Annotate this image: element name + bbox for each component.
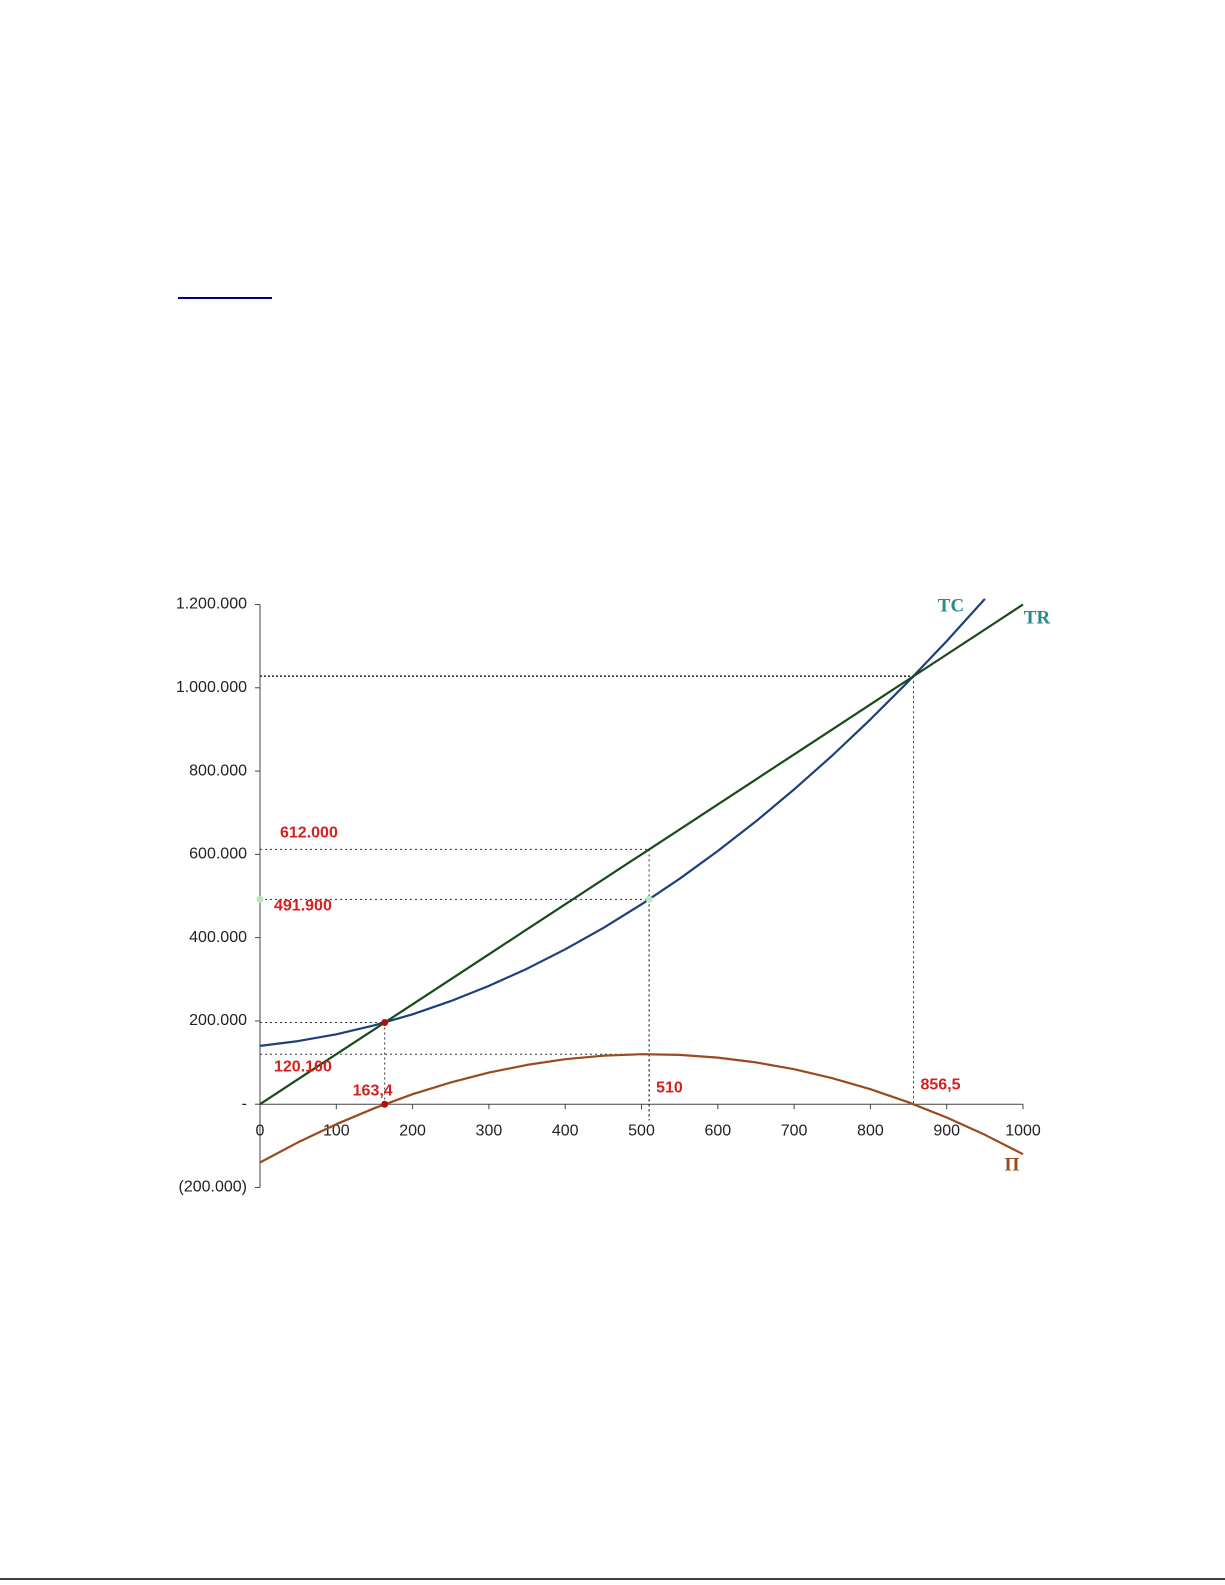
y-tick-label: (200.000) xyxy=(179,1179,248,1196)
y-tick-label: 600.000 xyxy=(189,846,247,863)
y-tick-label: 200.000 xyxy=(189,1012,247,1029)
x-tick-label: 900 xyxy=(933,1122,960,1139)
x-tick-label: 0 xyxy=(256,1122,265,1139)
plot-area xyxy=(259,598,1024,1164)
annotation-label: 120.100 xyxy=(274,1058,332,1075)
y-tick-label: 800.000 xyxy=(189,762,247,779)
annotation-label: 612.000 xyxy=(280,825,338,842)
point-marker xyxy=(381,1019,389,1027)
x-tick-label: 800 xyxy=(857,1122,884,1139)
x-tick-label: 1000 xyxy=(1005,1122,1041,1139)
point-marker xyxy=(256,895,264,903)
y-tick-label: - xyxy=(242,1095,247,1112)
series-line xyxy=(259,598,986,1047)
series-label: Π xyxy=(1005,1154,1020,1175)
series-label: TR xyxy=(1024,607,1051,628)
x-tick-label: 300 xyxy=(476,1122,503,1139)
x-tick-label: 200 xyxy=(399,1122,426,1139)
point-marker xyxy=(645,895,653,903)
x-tick-label: 500 xyxy=(628,1122,655,1139)
point-marker xyxy=(381,1100,389,1108)
y-tick-label: 1.200.000 xyxy=(176,596,247,613)
x-tick-label: 600 xyxy=(704,1122,731,1139)
annotation-label: 163,4 xyxy=(353,1082,393,1099)
y-tick-label: 400.000 xyxy=(189,929,247,946)
annotation-label: 510 xyxy=(656,1079,683,1096)
series-label: TC xyxy=(938,595,964,616)
annotation-label: 491.900 xyxy=(274,898,332,915)
y-tick-label: 1.000.000 xyxy=(176,679,247,696)
x-tick-label: 700 xyxy=(781,1122,808,1139)
annotation-label: 856,5 xyxy=(921,1076,961,1093)
series-line xyxy=(259,603,1024,1106)
x-tick-label: 400 xyxy=(552,1122,579,1139)
